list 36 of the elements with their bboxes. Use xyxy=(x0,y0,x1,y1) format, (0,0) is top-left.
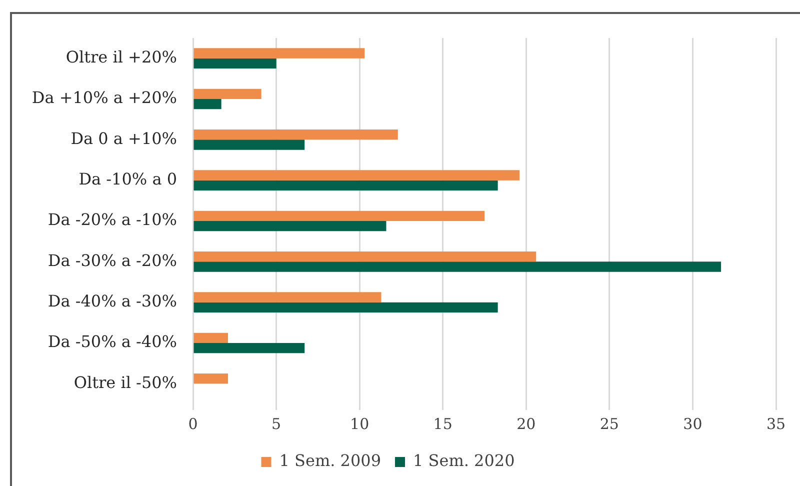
x-tick-label: 10 xyxy=(350,414,370,433)
x-tick-label: 5 xyxy=(272,414,282,433)
bar xyxy=(194,302,498,312)
bar xyxy=(194,262,722,272)
y-tick-label: Da -40% a -30% xyxy=(48,291,177,310)
y-tick-label: Oltre il -50% xyxy=(74,372,177,392)
bar xyxy=(194,292,382,302)
bar xyxy=(194,170,520,180)
x-tick-label: 25 xyxy=(600,414,619,433)
bar xyxy=(194,48,365,58)
x-tick-label: 20 xyxy=(516,414,536,433)
y-tick-label: Oltre il +20% xyxy=(66,47,177,66)
y-tick-label: Da -50% a -40% xyxy=(48,332,177,352)
bar xyxy=(194,88,262,99)
y-tick-label: Da 0 a +10% xyxy=(70,128,177,148)
bar xyxy=(194,374,228,384)
bar xyxy=(194,332,228,343)
x-tick-label: 35 xyxy=(766,414,786,433)
y-tick-label: Da -10% a 0 xyxy=(78,169,177,188)
bar xyxy=(194,180,498,190)
bar xyxy=(194,221,386,232)
legend-label: 1 Sem. 2009 xyxy=(279,451,382,470)
y-tick-label: Da -30% a -20% xyxy=(48,250,177,270)
y-tick-label: Da -20% a -10% xyxy=(48,210,177,230)
y-tick-label: Da +10% a +20% xyxy=(32,88,177,108)
bar xyxy=(194,252,536,262)
x-tick-label: 30 xyxy=(683,414,702,433)
bar xyxy=(194,99,222,110)
bar xyxy=(194,343,305,354)
x-tick-label: 15 xyxy=(433,414,452,433)
bar xyxy=(194,58,276,68)
bar xyxy=(194,210,484,221)
x-tick-label: 0 xyxy=(188,414,198,433)
legend-label: 1 Sem. 2020 xyxy=(413,451,515,470)
bar xyxy=(194,140,305,150)
bar xyxy=(194,130,398,140)
